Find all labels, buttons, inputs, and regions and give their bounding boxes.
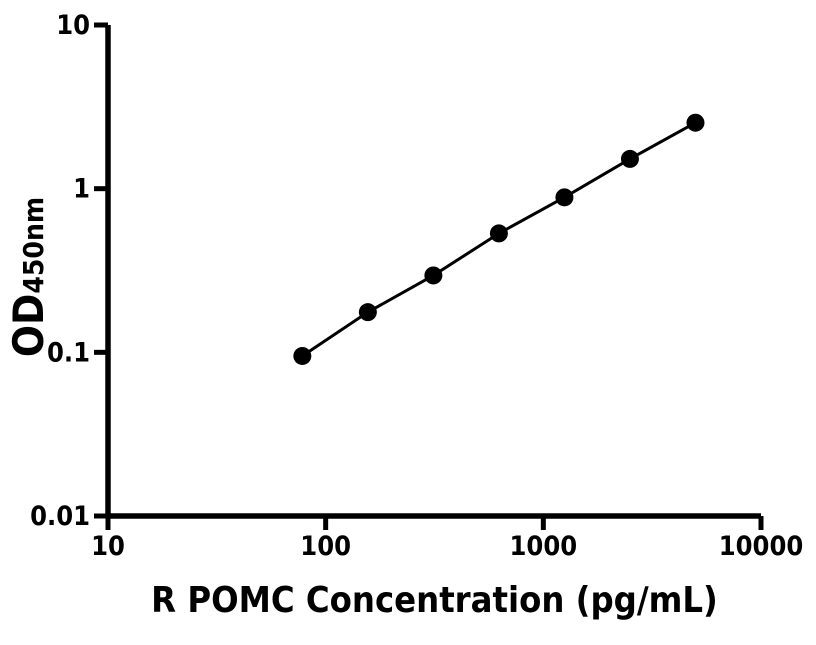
x-axis-tick-label: 10000 <box>719 531 804 562</box>
data-point-2 <box>358 303 377 322</box>
data-point-3 <box>424 266 443 285</box>
y-axis-title: OD450nm <box>4 197 53 357</box>
x-axis-title: R POMC Concentration (pg/mL) <box>151 580 718 621</box>
y-axis-tick-label: 0.1 <box>47 337 90 368</box>
x-axis-tick-label: 1000 <box>510 531 578 562</box>
data-point-5 <box>555 188 574 207</box>
data-point-1 <box>293 346 312 365</box>
data-point-7 <box>686 113 705 132</box>
data-point-4 <box>489 224 508 243</box>
x-axis-tick-label: 100 <box>300 531 351 562</box>
y-axis-tick-label: 0.01 <box>30 501 90 532</box>
y-axis-tick-label: 10 <box>56 10 90 41</box>
data-point-6 <box>620 149 639 168</box>
x-axis-tick-label: 10 <box>91 531 125 562</box>
y-axis-tick-label: 1 <box>73 174 90 205</box>
